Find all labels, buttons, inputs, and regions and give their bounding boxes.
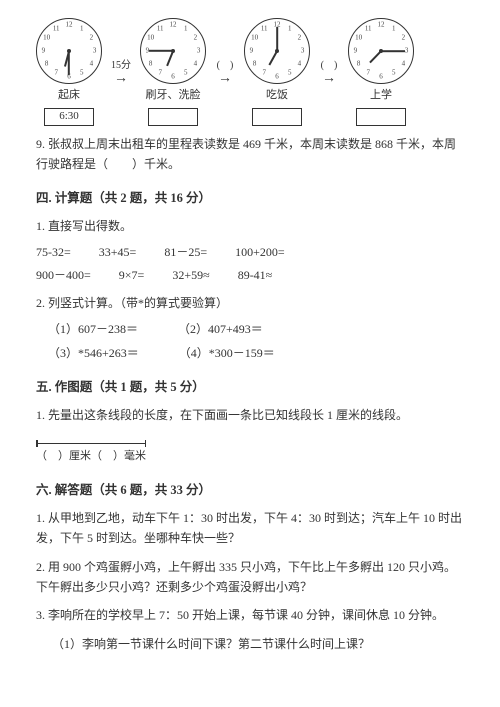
sec4-q1: 1. 直接写出得数。 xyxy=(36,216,464,236)
sub-row-1: （1）607－238＝ （2）407+493＝ xyxy=(48,320,464,339)
clock-2: 121 23 45 67 89 1011 xyxy=(140,18,206,84)
expr: 32+59≈ xyxy=(172,266,209,285)
section-4-title: 四. 计算题（共 2 题，共 16 分） xyxy=(36,188,464,208)
expr: 9×7= xyxy=(119,266,145,285)
expr: 100+200= xyxy=(235,243,285,262)
clock-label-2: 刷牙、洗脸 xyxy=(146,87,201,105)
arrow-2: ( ) → xyxy=(210,58,240,86)
arrow-3: ( ) → xyxy=(314,58,344,86)
arrow-icon: → xyxy=(114,72,128,86)
answer-box-1[interactable]: 6:30 xyxy=(44,108,94,126)
arrow-1: 15分 → xyxy=(106,58,136,86)
expr: 89-41≈ xyxy=(238,266,273,285)
expr: 33+45= xyxy=(99,243,137,262)
minute-hand xyxy=(381,50,405,52)
clock-block-1: 121 23 45 67 89 1011 起床 6:30 xyxy=(36,18,102,126)
clock-block-4: 121 23 45 67 89 1011 上学 xyxy=(348,18,414,126)
line-segment xyxy=(36,443,146,444)
sec6-q1: 1. 从甲地到乙地，动车下午 1：30 时出发，下午 4：30 时到达；汽车上午… xyxy=(36,508,464,549)
sec5-q1: 1. 先量出这条线段的长度，在下面画一条比已知线段长 1 厘米的线段。 xyxy=(36,405,464,425)
math-row-1: 75-32= 33+45= 81－25= 100+200= xyxy=(36,243,464,262)
answer-box-3[interactable] xyxy=(252,108,302,126)
clock-label-1: 起床 xyxy=(58,87,80,105)
sec4-q2: 2. 列竖式计算。（带*的算式要验算） xyxy=(36,293,464,313)
clock-block-2: 121 23 45 67 89 1011 刷牙、洗脸 xyxy=(140,18,206,126)
section-5-title: 五. 作图题（共 1 题，共 5 分） xyxy=(36,377,464,397)
sec6-q3-1: （1）李响第一节课什么时间下课？第二节课什么时间上课？ xyxy=(36,634,464,654)
minute-hand xyxy=(68,51,70,75)
math-row-2: 900－400= 9×7= 32+59≈ 89-41≈ xyxy=(36,266,464,285)
clock-block-3: 121 23 45 67 89 1011 吃饭 xyxy=(244,18,310,126)
clock-1: 121 23 45 67 89 1011 xyxy=(36,18,102,84)
section-6-title: 六. 解答题（共 6 题，共 33 分） xyxy=(36,480,464,500)
clock-4: 121 23 45 67 89 1011 xyxy=(348,18,414,84)
sec6-q2: 2. 用 900 个鸡蛋孵小鸡，上午孵出 335 只小鸡，下午比上午多孵出 12… xyxy=(36,557,464,598)
clocks-row: 121 23 45 67 89 1011 起床 6:30 15分 → 121 2… xyxy=(36,18,464,126)
arrow-icon: → xyxy=(322,72,336,86)
clock-label-3: 吃饭 xyxy=(266,87,288,105)
minute-hand xyxy=(276,27,278,51)
expr: 75-32= xyxy=(36,243,71,262)
expr: （1）607－238＝ xyxy=(48,320,138,339)
clock-label-4: 上学 xyxy=(370,87,392,105)
answer-box-4[interactable] xyxy=(356,108,406,126)
measure-label: （ ）厘米（ ）毫米 xyxy=(36,448,464,466)
clock-3: 121 23 45 67 89 1011 xyxy=(244,18,310,84)
expr: 81－25= xyxy=(164,243,207,262)
expr: （3）*546+263＝ xyxy=(48,344,139,363)
expr: 900－400= xyxy=(36,266,91,285)
sec6-q3: 3. 李响所在的学校早上 7：50 开始上课，每节课 40 分钟，课间休息 10… xyxy=(36,605,464,625)
minute-hand xyxy=(149,50,173,52)
expr: （2）407+493＝ xyxy=(178,320,263,339)
answer-box-2[interactable] xyxy=(148,108,198,126)
sub-row-2: （3）*546+263＝ （4）*300－159＝ xyxy=(48,344,464,363)
expr: （4）*300－159＝ xyxy=(179,344,275,363)
question-9: 9. 张叔叔上周末出租车的里程表读数是 469 千米，本周末读数是 868 千米… xyxy=(36,134,464,175)
arrow-icon: → xyxy=(218,72,232,86)
